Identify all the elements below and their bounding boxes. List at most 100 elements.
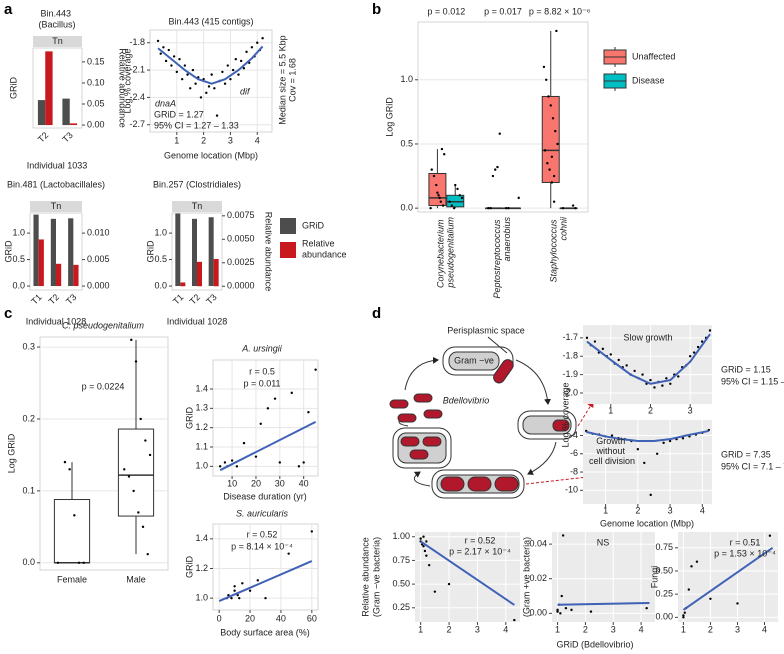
- point: [287, 552, 290, 555]
- bar: [192, 218, 197, 287]
- annotation: dif: [240, 86, 251, 96]
- point: [625, 364, 628, 367]
- fit-line: [218, 560, 313, 603]
- point: [610, 434, 614, 437]
- bar: [197, 261, 202, 287]
- point: [456, 187, 459, 191]
- point: [437, 194, 440, 197]
- annotation: 95% CI = 1.15 – 1.17: [721, 376, 784, 386]
- point: [132, 489, 135, 493]
- point: [68, 468, 71, 471]
- y-tick-label: -1.9: [562, 369, 578, 379]
- point: [550, 155, 554, 158]
- diagram: [389, 336, 577, 499]
- y-tick-label: 0.75: [392, 555, 410, 565]
- y-tick-label: 1.4: [195, 383, 208, 393]
- point: [250, 46, 254, 49]
- x-axis-label: Body surface area (%): [220, 627, 310, 637]
- y-tick-label: 1.3: [195, 403, 208, 413]
- x-tick-label: 40: [299, 478, 309, 488]
- x-axis-label: Individual 1028: [167, 316, 228, 326]
- y-axis-label: GRiD: [3, 240, 13, 262]
- x-tick-label: 0: [217, 613, 222, 623]
- y-tick-label: 0.02: [529, 573, 547, 583]
- point: [221, 70, 224, 74]
- point: [543, 149, 547, 152]
- point: [210, 73, 213, 76]
- x-tick-label: 30: [275, 478, 285, 488]
- y-axis-label: GRiD: [184, 556, 194, 578]
- y-tick-label: 0.5: [12, 254, 25, 264]
- point: [134, 360, 138, 363]
- point: [264, 596, 267, 600]
- y-tick-label: -1.8: [129, 37, 145, 47]
- bar: [38, 239, 44, 287]
- point: [551, 117, 555, 120]
- bar: [180, 282, 186, 287]
- y-tick-label: 0.0: [400, 203, 413, 213]
- point: [422, 545, 425, 548]
- y-tick-label: 0.2: [22, 413, 35, 423]
- y2-tick-label: 0.05: [87, 98, 105, 108]
- x-axis-label: Genome location (Mbp): [600, 518, 694, 528]
- y-axis-label: Log % coverage: [560, 382, 570, 447]
- point: [186, 73, 189, 76]
- point: [690, 565, 693, 568]
- point: [682, 614, 685, 617]
- point: [422, 535, 425, 538]
- bar: [68, 218, 74, 287]
- point: [513, 618, 516, 622]
- point: [436, 191, 439, 194]
- x-tick-label: 2: [648, 405, 653, 415]
- point: [223, 82, 227, 85]
- point: [180, 77, 184, 81]
- y2-axis-label: Relative abundance: [264, 212, 274, 292]
- legend-swatch: [280, 242, 296, 258]
- point: [593, 340, 597, 343]
- plot-panel: [678, 532, 778, 622]
- y-tick-label: 0.04: [529, 538, 547, 548]
- x-tick-label: 2: [201, 135, 206, 145]
- x-tick-label: 60: [307, 613, 317, 623]
- plot-panel: [552, 532, 655, 622]
- x-tick-label: T3: [204, 292, 219, 307]
- point: [550, 181, 554, 184]
- x-tick-label: 3: [735, 624, 740, 634]
- point: [653, 386, 656, 389]
- point: [302, 461, 305, 464]
- x-tick-label: T3: [60, 130, 75, 145]
- annotation: Slow growth: [623, 332, 672, 342]
- point: [645, 606, 648, 610]
- y-tick-label: 0.25: [392, 602, 410, 612]
- point: [668, 439, 672, 443]
- x-tick-label: 4: [639, 624, 644, 634]
- y-axis-label: Fungi: [649, 566, 659, 589]
- point: [137, 511, 140, 514]
- bar: [33, 214, 39, 287]
- y-tick-label: 1.4: [195, 533, 208, 543]
- point: [172, 55, 176, 58]
- point: [278, 461, 282, 464]
- annotation: r = 0.52: [465, 535, 496, 545]
- bar: [73, 264, 79, 287]
- x-tick-label: 1: [418, 624, 423, 634]
- legend-label: Disease: [632, 75, 665, 85]
- y-tick-label: 0.3: [22, 341, 35, 351]
- point: [636, 448, 640, 451]
- point: [545, 78, 548, 81]
- x-tick-label: 20: [251, 478, 261, 488]
- point: [183, 64, 187, 67]
- y2-tick-label: 0.15: [87, 56, 105, 66]
- point: [191, 68, 195, 72]
- annotation: Median size = 5.5 Kbp: [277, 35, 287, 124]
- point: [440, 147, 444, 151]
- x-tick-label: Female: [57, 574, 87, 584]
- point: [167, 48, 170, 52]
- facet-label: Tn: [51, 201, 62, 211]
- y-axis-label: (Gram −ve bacteria): [371, 537, 381, 617]
- point: [454, 183, 457, 187]
- y-tick-label: 1.0: [195, 593, 208, 603]
- chart-title: Bin.443 (Bacillus): [38, 9, 75, 30]
- x-tick-label: Peptostreptococcus anaerobius: [492, 217, 512, 299]
- point: [123, 468, 126, 471]
